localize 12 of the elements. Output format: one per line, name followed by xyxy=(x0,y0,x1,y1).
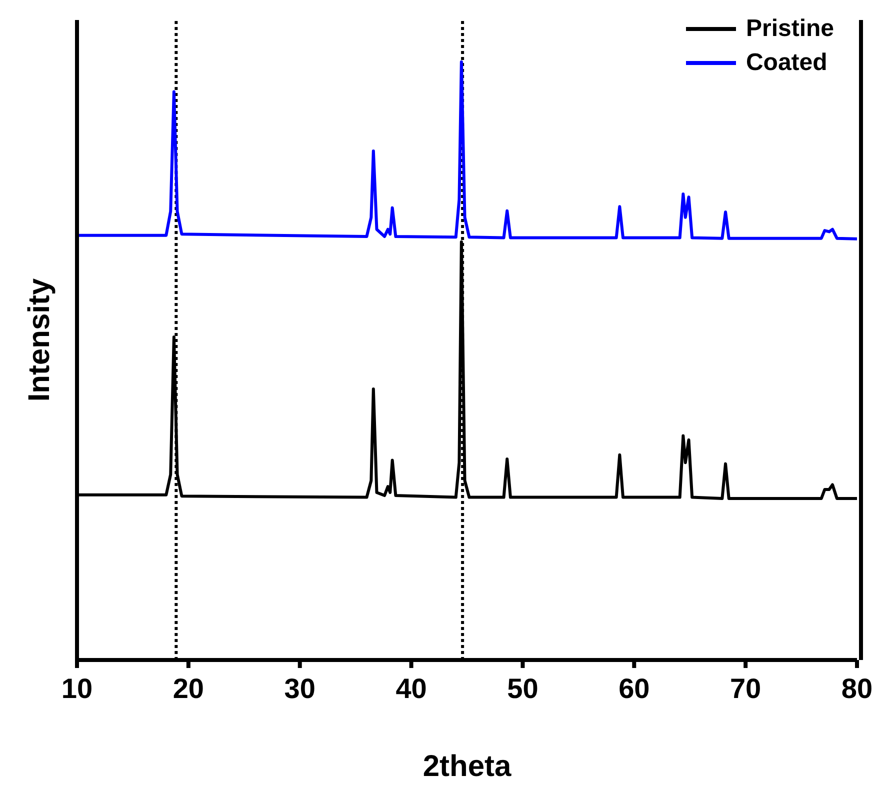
legend-label: Coated xyxy=(746,48,828,78)
x-tick-label: 60 xyxy=(618,672,650,704)
x-axis-title: 2theta xyxy=(422,750,512,783)
x-tick-label: 20 xyxy=(172,672,204,704)
x-tick-label: 40 xyxy=(396,672,427,704)
x-tick-label: 70 xyxy=(730,672,762,704)
legend-label: Pristine xyxy=(746,14,834,44)
x-tick-label: 50 xyxy=(507,672,538,704)
x-tick-label: 10 xyxy=(61,672,93,704)
x-tick-label: 80 xyxy=(841,672,873,704)
x-tick-label: 30 xyxy=(284,672,316,704)
y-axis-title: Intensity xyxy=(23,278,57,402)
